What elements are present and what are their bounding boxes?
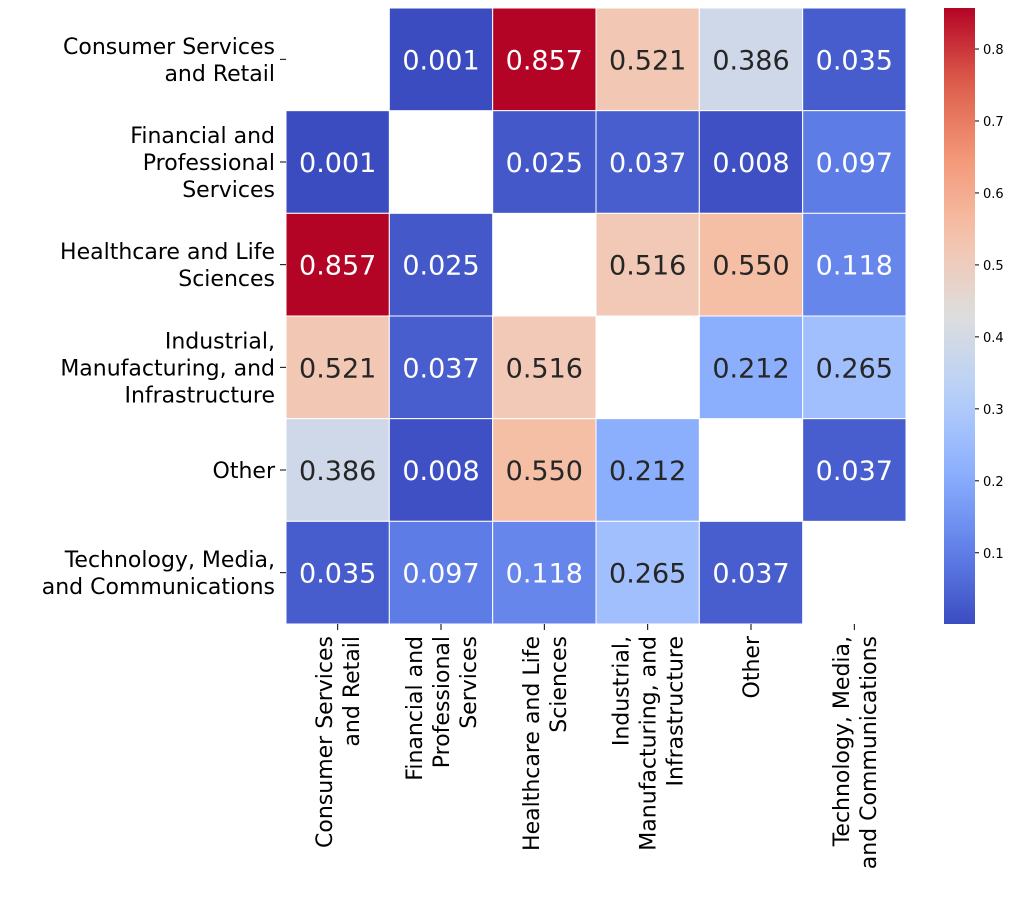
cell-annotation: 0.386: [712, 45, 789, 76]
y-tick-label: Other: [213, 459, 276, 484]
colorbar-tick-label: 0.5: [983, 259, 1004, 274]
x-tick-label: Consumer Servicesand Retail: [313, 636, 365, 848]
cell-annotation: 0.516: [609, 251, 686, 282]
cell-annotation: 0.265: [816, 353, 893, 384]
cell-annotation: 0.025: [402, 251, 479, 282]
colorbar-tick-label: 0.4: [983, 331, 1004, 346]
cell-annotation: 0.037: [402, 353, 479, 384]
y-tick-label: Technology, Media, and Communications: [42, 548, 275, 600]
cell-annotation: 0.035: [816, 45, 893, 76]
y-tick-label: Industrial, Manufacturing, and Infrastruct…: [60, 329, 275, 408]
colorbar: 0.1 0.2 0.3 0.4 0.5 0.6 0.7 0.8: [944, 8, 1004, 624]
heatmap-cell: [285, 418, 390, 522]
colorbar-tick-label: 0.8: [983, 43, 1004, 58]
colorbar-tick-label: 0.2: [983, 475, 1004, 490]
colorbar-gradient: [944, 8, 975, 624]
heatmap-cell: [492, 7, 597, 112]
cell-annotation: 0.097: [816, 148, 893, 179]
cell-annotation: 0.025: [506, 148, 583, 179]
cell-annotation: 0.212: [609, 456, 686, 487]
y-tick-label: Financial and Professional Services: [130, 124, 275, 203]
x-tick-label: Financial andProfessionalServices: [403, 636, 482, 781]
colorbar-tick-label: 0.6: [983, 187, 1004, 202]
cell-annotation: 0.035: [299, 559, 376, 590]
heatmap-cell: [388, 7, 494, 112]
heatmap-cell: [492, 418, 597, 522]
x-tick-label: Industrial,Manufacturing, andInfrastruct…: [610, 636, 689, 851]
cell-annotation: 0.521: [299, 353, 376, 384]
heatmap-cell: [595, 520, 700, 625]
cell-annotation: 0.037: [609, 148, 686, 179]
cell-annotation: 0.001: [402, 45, 479, 76]
heatmap-cell: [388, 212, 494, 317]
x-tick-label: Healthcare and LifeSciences: [520, 636, 572, 851]
heatmap-cell: [698, 315, 804, 420]
heatmap-cell: [802, 315, 907, 420]
cell-annotation: 0.037: [816, 456, 893, 487]
cell-annotation: 0.037: [712, 559, 789, 590]
cell-annotation: 0.001: [299, 148, 376, 179]
cell-annotation: 0.857: [299, 251, 376, 282]
heatmap-cell: [492, 520, 597, 625]
cell-annotation: 0.265: [609, 559, 686, 590]
heatmap-cell: [388, 418, 494, 522]
heatmap-cell: [388, 315, 494, 420]
cell-annotation: 0.008: [712, 148, 789, 179]
heatmap-cell: [595, 7, 700, 112]
cell-annotation: 0.212: [712, 353, 789, 384]
heatmap-cell: [698, 520, 804, 625]
heatmap-cell: [595, 110, 700, 214]
heatmap-cell: [802, 7, 907, 112]
cell-annotation: 0.118: [816, 251, 893, 282]
cell-annotation: 0.386: [299, 456, 376, 487]
heatmap-cell: [698, 212, 804, 317]
colorbar-tick-label: 0.1: [983, 547, 1004, 562]
colorbar-tick-label: 0.3: [983, 403, 1004, 418]
heatmap-cells: [285, 7, 907, 625]
colorbar-tick-label: 0.7: [983, 115, 1004, 130]
y-axis: Consumer Services and Retail Financial and…: [42, 35, 286, 600]
heatmap-cell: [698, 7, 804, 112]
y-tick-label: Consumer Services and Retail: [63, 35, 275, 87]
heatmap-cell: [802, 110, 907, 214]
x-tick-label: Technology, Media,and Communications: [830, 636, 882, 869]
cell-annotation: 0.516: [506, 353, 583, 384]
cell-annotation: 0.097: [402, 559, 479, 590]
heatmap-cell: [388, 520, 494, 625]
cell-annotation: 0.857: [506, 45, 583, 76]
heatmap-cell: [595, 212, 700, 317]
y-tick-label: Healthcare and Life Sciences: [60, 240, 275, 292]
x-tick-label: Other: [740, 635, 765, 698]
heatmap-cell: [802, 418, 907, 522]
cell-annotation: 0.008: [402, 456, 479, 487]
heatmap-cell: [285, 110, 390, 214]
heatmap-cell: [492, 110, 597, 214]
heatmap-cell: [802, 212, 907, 317]
heatmap-cell: [492, 315, 597, 420]
heatmap-cell: [595, 418, 700, 522]
cell-annotations: 0.001 0.857 0.521 0.386 0.035 0.001 0.025 0.037…: [299, 45, 893, 589]
x-axis: Consumer Servicesand Retail Financial and…: [313, 624, 882, 869]
cell-annotation: 0.550: [506, 456, 583, 487]
cell-annotation: 0.550: [712, 251, 789, 282]
cell-annotation: 0.521: [609, 45, 686, 76]
cell-annotation: 0.118: [506, 559, 583, 590]
